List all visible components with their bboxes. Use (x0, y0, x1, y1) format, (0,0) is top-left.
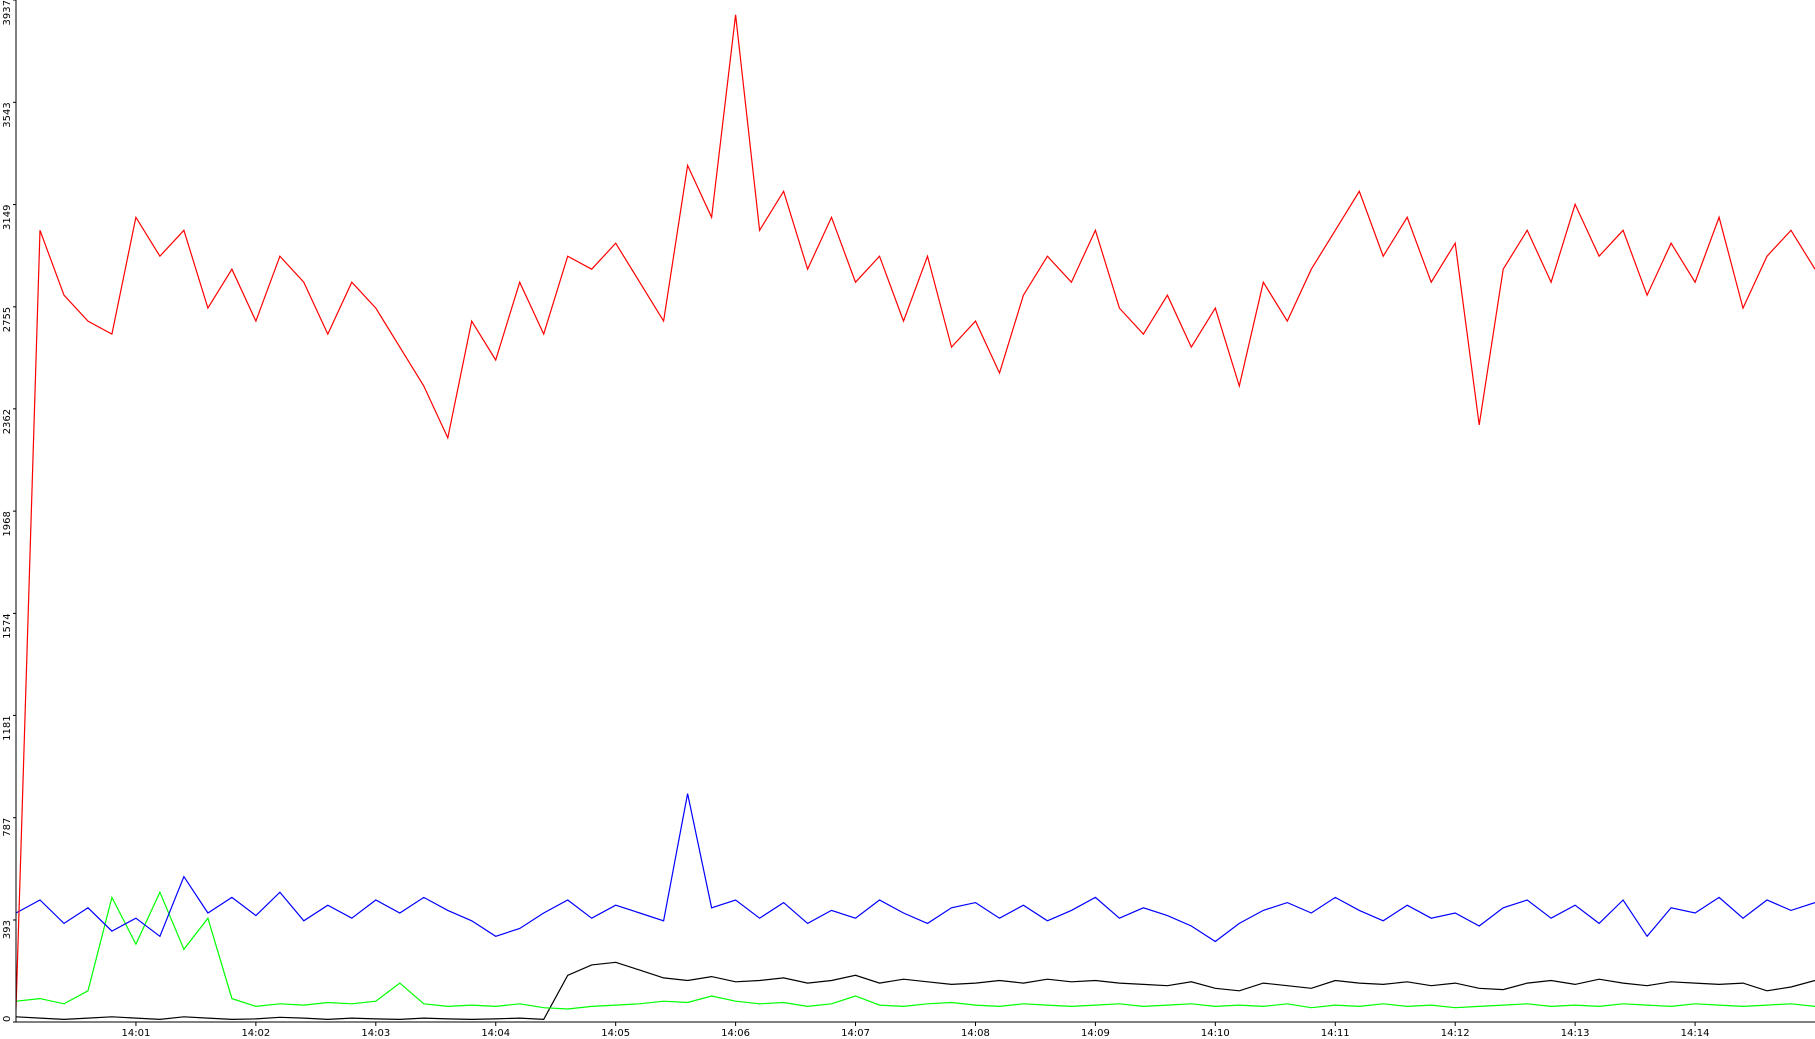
series-line (15, 793, 1815, 943)
x-tick-label: 14:09 (1081, 1028, 1110, 1039)
x-tick-label: 14:14 (1681, 1028, 1710, 1039)
y-tick-label: 1968 (2, 511, 13, 536)
x-tick-label: 14:06 (721, 1028, 750, 1039)
y-tick-label: 0 (2, 1016, 13, 1022)
x-tick-label: 14:10 (1201, 1028, 1230, 1039)
x-tick-label: 14:12 (1441, 1028, 1470, 1039)
x-tick-label: 14:03 (361, 1028, 390, 1039)
x-tick-label: 14:07 (841, 1028, 870, 1039)
series-line (15, 890, 1815, 1010)
y-tick-label: 2755 (2, 307, 13, 332)
x-tick-label: 14:02 (241, 1028, 270, 1039)
y-tick-label: 1574 (2, 613, 13, 638)
x-tick-label: 14:11 (1321, 1028, 1350, 1039)
x-tick-label: 14:08 (961, 1028, 990, 1039)
y-tick-label: 787 (2, 818, 13, 837)
y-tick-label: 3937 (2, 0, 13, 25)
x-tick-label: 14:05 (601, 1028, 630, 1039)
series-line (15, 961, 1815, 1021)
y-tick-label: 1181 (2, 715, 13, 740)
y-tick-label: 3149 (2, 205, 13, 230)
series-line (15, 14, 1815, 1010)
y-tick-label: 393 (2, 920, 13, 939)
y-tick-label: 3543 (2, 102, 13, 127)
x-tick-label: 14:13 (1561, 1028, 1590, 1039)
y-tick-label: 2362 (2, 409, 13, 434)
x-tick-label: 14:01 (122, 1028, 151, 1039)
x-tick-label: 14:04 (481, 1028, 510, 1039)
